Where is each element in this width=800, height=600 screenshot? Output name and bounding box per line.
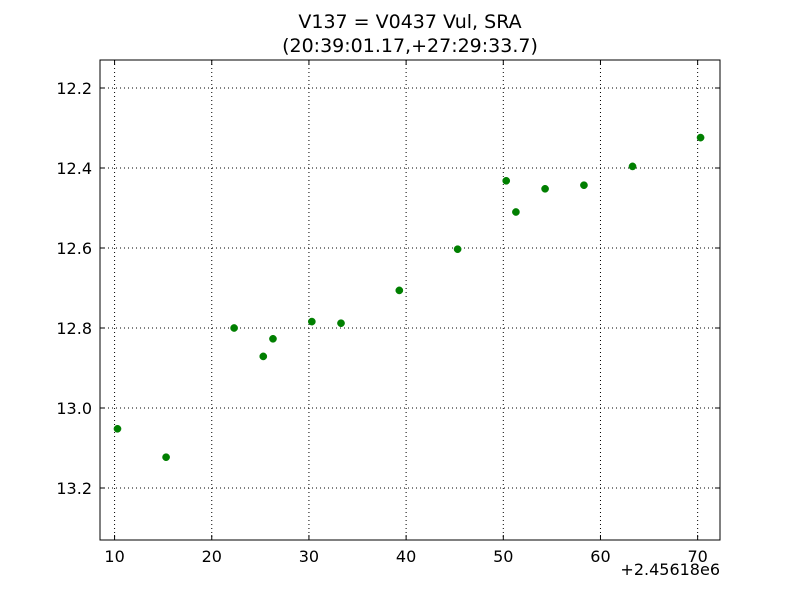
- chart-subtitle: (20:39:01.17,+27:29:33.7): [282, 35, 538, 57]
- y-tick-label: 12.8: [56, 319, 92, 338]
- plot-area-frame: [99, 59, 721, 541]
- x-tick-label: 10: [104, 547, 124, 566]
- data-point: [628, 162, 637, 171]
- data-point: [337, 319, 345, 328]
- y-tick-label: 13.0: [56, 399, 92, 418]
- data-point: [259, 352, 268, 361]
- chart-title: V137 = V0437 Vul, SRA: [298, 11, 522, 33]
- x-tick-label: 40: [396, 547, 416, 566]
- y-tick-label: 12.2: [56, 79, 92, 98]
- data-point: [512, 208, 520, 216]
- x-tick-label: 30: [299, 547, 319, 566]
- tick-labels: 10 20 30 40 50 60 70 12.2 12.4 12.6 12.8 13.0 13.2: [56, 79, 707, 566]
- y-tick-label: 12.6: [56, 239, 92, 258]
- data-point: [502, 176, 511, 185]
- data-point: [113, 424, 122, 433]
- data-point: [541, 184, 549, 193]
- data-point: [162, 453, 170, 462]
- x-tick-label: 70: [687, 547, 707, 566]
- data-points: [113, 133, 705, 462]
- y-tick-label: 13.2: [56, 479, 92, 498]
- x-tick-label: 60: [590, 547, 610, 566]
- data-point: [307, 317, 316, 326]
- data-point: [453, 245, 462, 254]
- grid-lines: [100, 60, 720, 540]
- axis-ticks: [100, 60, 720, 540]
- x-axis-offset-label: +2.45618e6: [620, 560, 720, 579]
- data-point: [395, 286, 404, 295]
- data-point: [269, 334, 277, 343]
- y-tick-label: 12.4: [56, 159, 92, 178]
- x-tick-label: 50: [493, 547, 513, 566]
- data-point: [580, 181, 588, 190]
- data-point: [696, 133, 705, 142]
- data-point: [230, 324, 238, 332]
- x-tick-label: 20: [202, 547, 222, 566]
